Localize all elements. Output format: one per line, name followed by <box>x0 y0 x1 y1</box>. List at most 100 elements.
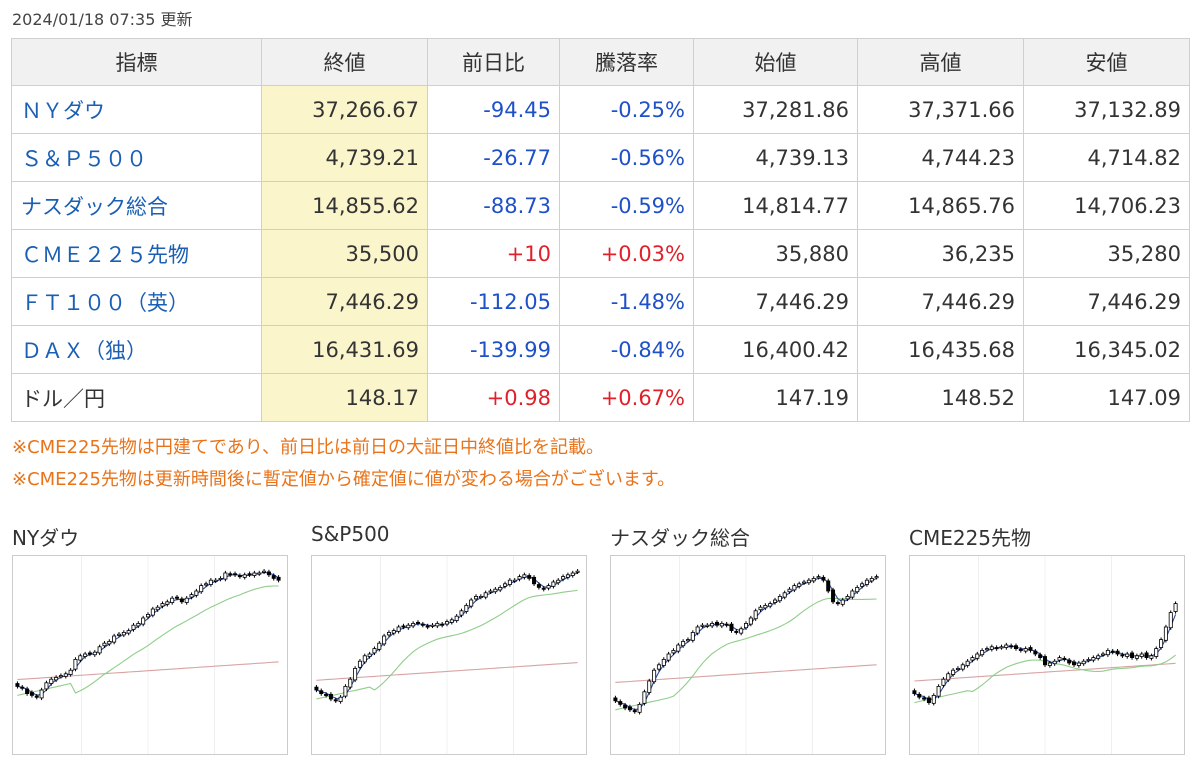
candle-body <box>199 585 204 593</box>
candle-body <box>257 572 262 575</box>
candle-body <box>753 610 758 620</box>
candle-body <box>936 685 941 697</box>
candle-body <box>623 704 628 709</box>
candle-body <box>78 655 83 661</box>
market-index-table: 指標 終値 前日比 騰落率 始値 高値 安値 ＮＹダウ 37,266.67 -94.… <box>11 38 1190 422</box>
candle-body <box>25 688 30 694</box>
chart-cme225[interactable] <box>909 555 1185 755</box>
candle-body <box>420 623 425 626</box>
candle-body <box>739 628 744 634</box>
candle-body <box>228 573 233 576</box>
candle-body <box>556 579 561 584</box>
candle-body <box>512 579 517 582</box>
candle-body <box>980 650 985 656</box>
candle-body <box>1173 603 1178 612</box>
candle-body <box>237 575 242 578</box>
candle-body <box>1009 645 1014 648</box>
indicator-link[interactable]: ＣＭＥ２２５先物 <box>21 242 189 267</box>
table-row: ＣＭＥ２２５先物 35,500 +10 +0.03% 35,880 36,235 35,28… <box>11 229 1190 278</box>
candle-body <box>627 706 632 711</box>
note-line: ※CME225先物は更新時間後に暫定値から確定値に値が変わる場合がございます。 <box>12 469 676 490</box>
candle-body <box>353 668 358 681</box>
candle-body <box>546 585 551 589</box>
indicator-link[interactable]: ＤＡＸ（独） <box>21 338 147 363</box>
candle-body <box>714 621 719 626</box>
header-rate: 騰落率 <box>559 38 694 86</box>
candle-body <box>1110 650 1115 653</box>
candle-body <box>271 575 276 579</box>
indicator-link[interactable]: ＮＹダウ <box>21 98 105 123</box>
candle-body <box>975 653 980 659</box>
change-cell: -26.77 <box>427 133 560 182</box>
header-open: 始値 <box>693 38 858 86</box>
candle-body <box>39 689 44 699</box>
high-cell: 148.52 <box>857 373 1024 422</box>
candle-body <box>802 581 807 584</box>
candle-body <box>276 576 281 581</box>
ma-long-line <box>914 662 1176 682</box>
candle-body <box>826 580 831 592</box>
candle-body <box>121 632 126 636</box>
candle-body <box>946 673 951 681</box>
low-cell: 35,280 <box>1023 229 1190 278</box>
candle-body <box>1072 661 1077 666</box>
candle-body <box>840 599 845 605</box>
chart-title-cme225: CME225先物 <box>909 526 1032 550</box>
indicator-link[interactable]: ＦＴ１００（英） <box>21 290 189 315</box>
candle-body <box>1062 657 1067 660</box>
change-cell: -139.99 <box>427 325 560 374</box>
candle-body <box>15 683 20 687</box>
candle-body <box>116 633 121 636</box>
candle-body <box>729 623 734 632</box>
indicator-cell: Ｓ＆Ｐ５００ <box>11 133 262 182</box>
candle-body <box>175 596 180 599</box>
candle-body <box>83 653 88 657</box>
candle-body <box>855 586 860 593</box>
candle-body <box>49 678 54 684</box>
candle-body <box>869 577 874 582</box>
candle-body <box>391 630 396 634</box>
candle-body <box>107 641 112 645</box>
candle-body <box>941 678 946 686</box>
candle-body <box>743 623 748 629</box>
candle-body <box>1115 650 1120 655</box>
open-cell: 4,739.13 <box>693 133 858 182</box>
candle-body <box>189 594 194 598</box>
candle-body <box>314 686 319 691</box>
candlestick-chart <box>15 556 281 754</box>
candle-body <box>917 693 922 698</box>
candle-body <box>994 647 999 650</box>
candle-body <box>1120 654 1125 657</box>
candle-body <box>474 596 479 600</box>
low-cell: 14,706.23 <box>1023 181 1190 230</box>
candle-body <box>637 703 642 713</box>
chart-sp500[interactable] <box>311 555 587 755</box>
chart-nydow[interactable] <box>12 555 288 755</box>
candle-body <box>386 632 391 636</box>
candle-body <box>806 579 811 584</box>
rate-cell: +0.67% <box>559 373 694 422</box>
indicator-link[interactable]: Ｓ＆Ｐ５００ <box>21 146 147 171</box>
candle-body <box>811 577 816 582</box>
candle-body <box>141 617 146 625</box>
header-low: 安値 <box>1023 38 1190 86</box>
candlestick-chart <box>912 556 1178 754</box>
candle-body <box>1101 653 1106 656</box>
candle-body <box>1076 662 1081 666</box>
indicator-link[interactable]: ナスダック総合 <box>21 194 168 219</box>
candle-body <box>1149 655 1154 659</box>
candle-body <box>324 693 329 696</box>
candle-body <box>685 639 690 642</box>
candle-body <box>338 696 343 702</box>
candle-body <box>797 583 802 587</box>
high-cell: 4,744.23 <box>857 133 1024 182</box>
chart-nasdaq[interactable] <box>610 555 886 755</box>
candle-body <box>415 621 420 624</box>
candle-body <box>213 579 218 582</box>
candle-body <box>435 623 440 627</box>
candle-body <box>522 574 527 578</box>
candle-body <box>1023 648 1028 652</box>
candle-body <box>444 621 449 625</box>
candle-body <box>1159 639 1164 648</box>
candle-body <box>931 694 936 704</box>
